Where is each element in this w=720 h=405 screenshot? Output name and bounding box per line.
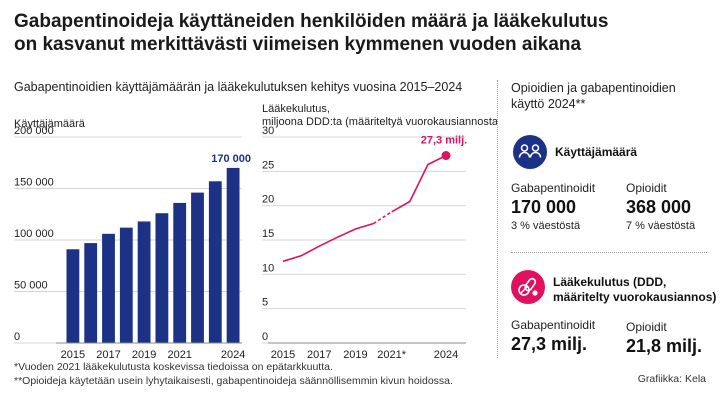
line-ytick-label: 5 [262, 297, 268, 309]
pills-icon [511, 270, 545, 304]
users-gaba-sub: 3 % väestöstä [511, 220, 581, 232]
line-chart-ylabel-line-2: miljoona DDD:ta (määriteltyä vuorokausia… [262, 116, 497, 128]
bar [155, 213, 169, 343]
consumption-gaba-label: Gabapentinoidit [511, 318, 596, 332]
line-ytick-label: 0 [262, 331, 268, 343]
line-ytick-label: 15 [262, 228, 274, 240]
bar [173, 202, 187, 343]
line-xtick-label: 2015 [271, 349, 295, 361]
line-xtick-label: 2017 [307, 349, 331, 361]
users-gaba-value: 170 000 [511, 197, 577, 217]
line-xtick-label: 2021* [377, 349, 406, 361]
users-opio-value: 368 000 [626, 197, 692, 217]
bar-xtick-label: 2015 [61, 349, 85, 361]
bar-ytick-label: 50 000 [14, 280, 48, 292]
line-chart-ylabel-line-1: Lääkekulutus, [262, 103, 330, 115]
line-ytick-label: 30 [262, 125, 274, 137]
credit: Grafiikka: Kela [637, 373, 706, 385]
bar-xtick-label: 2024 [221, 349, 245, 361]
consumption-opio-value: 21,8 milj. [626, 336, 703, 356]
section-divider [511, 252, 707, 253]
users-section-title: Käyttäjämäärä [555, 145, 638, 159]
right-heading-line-2: käyttö 2024** [511, 97, 586, 111]
line-ytick-label: 20 [262, 194, 274, 206]
bar [119, 227, 133, 343]
title-line-2: on kasvanut merkittävästi viimeisen kymm… [14, 34, 582, 55]
bar [226, 167, 240, 343]
bar-xtick-label: 2021 [167, 349, 191, 361]
bar-ytick-label: 0 [14, 331, 20, 343]
right-heading-line-1: Opioidien ja gabapentinoidien [511, 81, 676, 95]
bar [208, 181, 222, 343]
line-endpoint-marker [441, 151, 451, 161]
line-series-dashed [373, 211, 393, 225]
page-title: Gabapentinoideja käyttäneiden henkilöide… [14, 10, 654, 56]
people-icon [513, 135, 547, 169]
line-ytick-label: 10 [262, 262, 274, 274]
line-annotation: 27,3 milj. [421, 135, 467, 147]
users-gaba-label: Gabapentinoidit [511, 181, 596, 195]
chart-subtitle: Gabapentinoidien käyttäjämäärän ja lääke… [14, 80, 463, 94]
bar-xtick-label: 2019 [132, 349, 156, 361]
users-opio-sub: 7 % väestöstä [626, 220, 696, 232]
bar-ytick-label: 100 000 [14, 228, 54, 240]
line-xtick-label: 2024 [434, 349, 458, 361]
bar-annotation: 170 000 [211, 153, 251, 165]
users-opio-label: Opioidit [626, 181, 667, 195]
consumption-section-title: Lääkekulutus (DDD, määritelty vuorokausi… [553, 275, 716, 305]
vertical-divider [497, 80, 498, 358]
line-chart: 0 5 10 15 20 25 30 2015 2017 2019 2021* 2024 27,3 mi… [262, 125, 467, 361]
charts-canvas: Käyttäjämäärä Lääkekulutus, miljoona DDD… [14, 103, 497, 361]
footnote-2: **Opioideja käytetään usein lyhytaikaise… [14, 375, 453, 387]
title-line-1: Gabapentinoideja käyttäneiden henkilöide… [14, 11, 609, 32]
line-ytick-label: 25 [262, 159, 274, 171]
bar [84, 243, 98, 343]
bar-chart: 0 50 000 100 000 150 000 200 000 2015 2017 2019… [14, 125, 251, 361]
bar-ytick-label: 150 000 [14, 177, 54, 189]
consumption-gaba-value: 27,3 milj. [511, 334, 588, 354]
bar [102, 233, 115, 343]
right-panel-heading: Opioidien ja gabapentinoidien käyttö 202… [511, 80, 711, 112]
consumption-title-line-2: määritelty vuorokausiannos) [553, 290, 717, 304]
bar [137, 221, 151, 343]
footnote-1: *Vuoden 2021 lääkekulutusta koskevissa t… [14, 361, 333, 373]
bar [66, 249, 80, 343]
consumption-opio-label: Opioidit [626, 320, 667, 334]
bar-xtick-label: 2017 [96, 349, 120, 361]
line-series-solid-end [391, 154, 447, 213]
line-series-solid [282, 222, 374, 263]
bar-chart-ylabel: Käyttäjämäärä [14, 118, 86, 130]
line-xtick-label: 2019 [343, 349, 367, 361]
consumption-title-line-1: Lääkekulutus (DDD, [553, 275, 667, 289]
bar-ytick-label: 200 000 [14, 125, 54, 137]
bar [191, 192, 204, 343]
